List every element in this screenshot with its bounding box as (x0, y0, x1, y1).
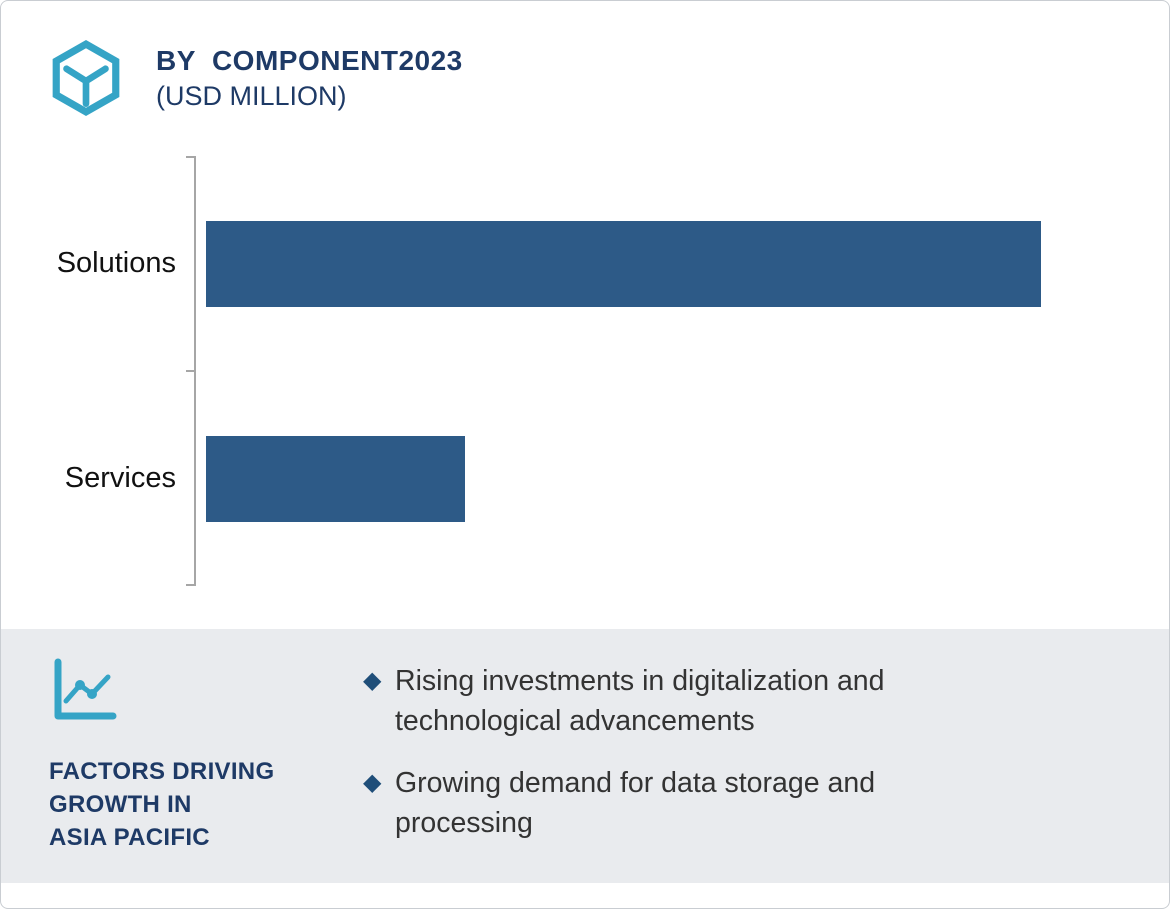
axis-tick (186, 584, 195, 586)
chart-subtitle: (USD MILLION) (156, 81, 347, 111)
factors-heading-line: GROWTH IN (49, 791, 192, 818)
category-label-solutions: Solutions (56, 247, 176, 279)
factors-heading-line: FACTORS DRIVING (49, 758, 275, 785)
diamond-bullet-icon: ◆ (363, 769, 382, 796)
diamond-bullet-icon: ◆ (363, 667, 382, 694)
bar-row (206, 156, 1041, 371)
axis-tick (186, 156, 195, 158)
bar-services (206, 435, 465, 522)
category-label-services: Services (64, 462, 176, 494)
axis-tick (186, 370, 195, 372)
bullet-text: Growing demand for data storage and proc… (395, 767, 876, 839)
chart-title: BY COMPONENT2023 (156, 45, 463, 76)
hexagon-logo-icon (52, 39, 120, 117)
line-chart-icon (54, 658, 117, 720)
bullet-item: ◆ Growing demand for data storage and pr… (363, 763, 1043, 843)
factors-panel: FACTORS DRIVING GROWTH IN ASIA PACIFIC ◆… (1, 629, 1169, 883)
bullet-item: ◆ Rising investments in digitalization a… (363, 661, 1043, 741)
factors-heading-line: ASIA PACIFIC (49, 824, 210, 851)
bar-row (206, 371, 1041, 586)
factors-heading: FACTORS DRIVING GROWTH IN ASIA PACIFIC (49, 755, 274, 854)
bar-solutions (206, 220, 1041, 307)
bullet-text: Rising investments in digitalization and… (395, 665, 885, 737)
factors-bullet-list: ◆ Rising investments in digitalization a… (363, 661, 1043, 865)
bar-chart-plot-area (186, 156, 1154, 586)
